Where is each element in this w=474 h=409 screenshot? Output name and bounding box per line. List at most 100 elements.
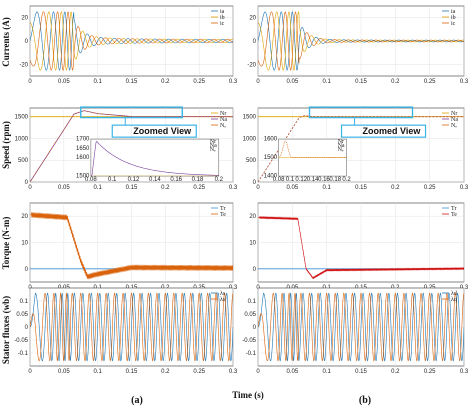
inset-series — [90, 140, 219, 177]
series-group — [30, 212, 233, 280]
legend-label: Te — [451, 212, 457, 218]
inset-x-tick: 0.2 — [342, 177, 351, 183]
inset-y-tick: 1500 — [76, 174, 90, 180]
x-tick-label: 0.15 — [355, 185, 367, 191]
series-line-Te — [258, 215, 464, 280]
ylabel-torque: Torque (N-m) — [1, 217, 11, 270]
inset-legend-label: Nₑ — [210, 147, 216, 153]
y-tick-label: -0.1 — [246, 351, 257, 357]
inset-x-tick: 0.2 — [215, 177, 224, 183]
legend-label: λq — [451, 297, 457, 303]
y-tick-label: 0 — [25, 39, 29, 45]
x-tick-label: 0 — [256, 79, 260, 85]
panel-label-a: (a) — [131, 395, 143, 406]
inset-x-tick: 0.08 — [85, 177, 97, 183]
y-tick-label: -0.1 — [18, 351, 29, 357]
series-line-Te — [30, 212, 233, 280]
panel-flux-b: 0 0.05 0.1 0.15 0.2 0.25 0.3 -0.1 -0.05 0 0.05 0.1 λ… — [242, 287, 469, 375]
legend-label: Nₑ — [220, 123, 226, 129]
inset-x-tick: 0.16 — [318, 177, 330, 183]
y-tick-label: 10 — [21, 241, 28, 247]
x-tick-label: 0.1 — [322, 79, 331, 85]
legend-label: Nr — [220, 111, 226, 117]
y-tick-label: 0 — [253, 325, 257, 331]
x-tick-label: 0 — [256, 369, 260, 375]
x-tick-label: 0 — [28, 185, 32, 191]
legend-label: Te — [220, 212, 226, 218]
y-tick-label: 20 — [249, 214, 256, 220]
x-tick-label: 0.25 — [424, 185, 436, 191]
y-tick-label: 0.05 — [16, 312, 28, 318]
y-tick-label: 20 — [21, 214, 28, 220]
x-tick-label: 0.3 — [229, 185, 238, 191]
series-line-λq-1 — [258, 292, 464, 362]
inset-x-tick: 0.14 — [307, 177, 319, 183]
inset-x-tick: 0.1 — [108, 177, 117, 183]
ylabel-speed: Speed (rpm) — [1, 121, 11, 169]
legend-label: ic — [451, 21, 456, 27]
x-tick-label: 0.05 — [58, 185, 70, 191]
zoom-label-box — [340, 124, 427, 138]
inset-legend-label: Nₑ — [338, 147, 344, 153]
zoom-region-box — [308, 106, 414, 119]
x-tick-label: 0.2 — [161, 79, 170, 85]
x-tick-label: 0.25 — [193, 79, 205, 85]
zoom-region-box — [80, 106, 183, 119]
x-tick-label: 0.15 — [355, 79, 367, 85]
inset-x-tick: 0.1 — [286, 177, 295, 183]
y-tick-label: 1500 — [243, 115, 257, 121]
legend-label: ib — [220, 15, 225, 21]
legend-label: Tr — [220, 206, 225, 212]
x-tick-label: 0.1 — [93, 79, 102, 85]
y-tick-label: 20 — [21, 16, 28, 22]
x-tick-label: 0 — [28, 79, 32, 85]
x-tick-label: 0.3 — [460, 369, 469, 375]
inset-chart: 0.08 0.1 0.12 0.14 0.16 0.18 0.2 1500 1600 1650 17… — [76, 137, 224, 184]
zoom-label: Zoomed View — [363, 126, 422, 136]
x-tick-label: 0.1 — [93, 185, 102, 191]
y-tick-label: 0 — [25, 267, 29, 273]
y-tick-label: 0.1 — [20, 299, 29, 305]
inset-y-tick: 1600 — [264, 137, 278, 143]
series-line-ic — [258, 11, 464, 71]
legend-label: λs — [220, 291, 226, 297]
x-tick-label: 0.25 — [193, 185, 205, 191]
series-line-λs-0 — [30, 292, 233, 362]
y-tick-label: 0 — [25, 180, 29, 186]
x-tick-label: 0 — [256, 185, 260, 191]
inset-legend-label: Na — [338, 143, 345, 149]
panel-torque-b: 00.050.10.150.20.250.301020TrTe — [249, 202, 469, 291]
inset-x-tick: 0.18 — [192, 177, 204, 183]
series-group — [30, 11, 233, 71]
x-tick-label: 0.15 — [355, 369, 367, 375]
x-tick-label: 0.05 — [58, 369, 70, 375]
x-tick-label: 0.25 — [424, 79, 436, 85]
y-tick-label: -20 — [247, 62, 256, 68]
inset-y-tick: 1400 — [264, 174, 278, 180]
inset-y-tick: 1600 — [76, 155, 90, 161]
series-line-Nₑ — [30, 110, 233, 182]
legend-label: λd — [451, 291, 457, 297]
panel-speed-a: 0 0.05 0.1 0.15 0.2 0.25 0.3050010001500NrNaNₑ… — [15, 106, 238, 191]
panel-label-b: (b) — [359, 395, 371, 406]
xlabel-time: Time (s) — [232, 390, 264, 400]
legend-label: Nₑ — [451, 123, 457, 129]
y-tick-label: -0.05 — [14, 338, 28, 344]
inset-y-tick: 1500 — [264, 155, 278, 161]
series-group — [30, 110, 233, 182]
x-tick-label: 0.1 — [322, 369, 331, 375]
y-tick-label: 500 — [246, 158, 257, 164]
x-tick-label: 0.1 — [322, 185, 331, 191]
series-line-ib — [30, 11, 233, 71]
x-tick-label: 0.1 — [93, 369, 102, 375]
inset-legend-label: Nr — [338, 139, 344, 145]
x-tick-label: 0.2 — [391, 185, 400, 191]
x-tick-label: 0.15 — [126, 369, 138, 375]
inset-x-tick: 0.16 — [170, 177, 182, 183]
ylabel-flux: Stator fluxes (wb) — [1, 296, 11, 364]
x-tick-label: 0.3 — [229, 79, 238, 85]
legend-label: Na — [220, 117, 227, 123]
